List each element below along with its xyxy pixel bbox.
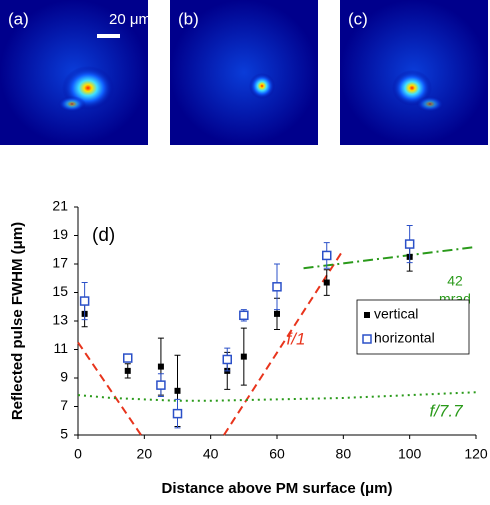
x-tick-label: 40	[203, 446, 219, 462]
image-c	[340, 0, 488, 145]
marker	[239, 310, 249, 321]
fit-curve	[77, 391, 477, 402]
y-tick-label: 19	[52, 226, 68, 242]
marker	[240, 353, 247, 360]
y-tick-label: 21	[52, 198, 68, 214]
panel-label: (d)	[92, 225, 115, 246]
legend-label: vertical	[374, 306, 418, 322]
marker	[222, 354, 232, 365]
x-tick-label: 120	[464, 446, 488, 462]
panel-label: (c)	[348, 9, 368, 28]
y-tick-label: 5	[60, 426, 68, 442]
marker	[124, 367, 131, 374]
marker	[322, 250, 332, 261]
x-tick-label: 100	[398, 446, 422, 462]
marker	[274, 310, 280, 317]
marker	[272, 282, 282, 292]
image-b	[170, 0, 318, 145]
x-tick-label: 80	[336, 446, 352, 462]
legend-marker	[362, 334, 372, 344]
x-tick-label: 60	[269, 446, 285, 462]
fit-curve	[77, 249, 345, 436]
image-a	[0, 0, 148, 145]
x-tick-label: 20	[137, 446, 153, 462]
marker	[174, 387, 181, 394]
y-tick-label: 15	[52, 283, 68, 299]
marker	[79, 296, 90, 306]
x-tick-label: 0	[74, 446, 82, 462]
legend-label: horizontal	[374, 330, 435, 346]
y-tick-label: 9	[60, 369, 68, 385]
marker	[157, 363, 164, 370]
marker	[156, 380, 166, 390]
marker	[123, 353, 133, 363]
legend-marker	[364, 312, 370, 318]
y-tick-label: 13	[52, 312, 68, 328]
x-axis-label: Distance above PM surface (μm)	[162, 480, 393, 497]
y-axis-label: Reflected pulse FWHM (μm)	[9, 222, 26, 420]
scale-bar-label: 20 μm	[109, 11, 151, 28]
y-tick-label: 11	[53, 340, 68, 356]
marker	[404, 239, 415, 249]
curve-label: 42	[447, 273, 463, 289]
panel-label: (a)	[8, 9, 29, 28]
y-tick-label: 17	[52, 255, 68, 271]
curve-label: f/7.7	[429, 401, 463, 420]
marker	[172, 408, 183, 419]
marker	[323, 279, 330, 286]
fit-curve	[303, 245, 477, 270]
curve-label: f/1	[287, 329, 306, 348]
y-tick-label: 7	[60, 397, 68, 413]
legend-box	[356, 299, 470, 355]
panel-label: (b)	[178, 9, 199, 28]
